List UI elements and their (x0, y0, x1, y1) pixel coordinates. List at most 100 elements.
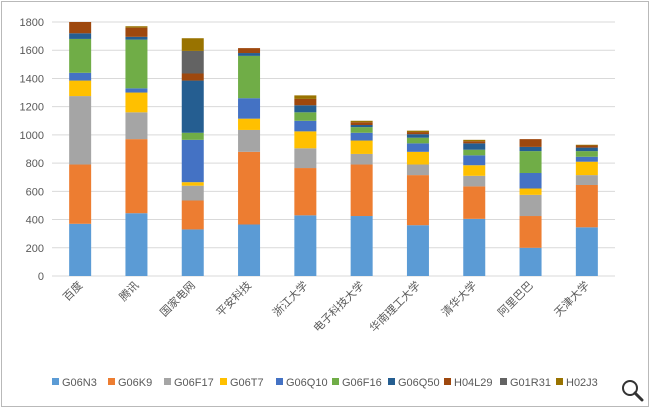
bar-segment-g06f17 (519, 194, 542, 217)
bar-segment-g06n3 (406, 225, 429, 276)
bar-segment-g06q10 (463, 155, 486, 166)
bar-segment-g06f16 (69, 38, 92, 73)
bar-segment-h02j3 (463, 139, 486, 142)
bar-segment-g06k9 (519, 216, 542, 248)
bar-segment-g06k9 (238, 151, 261, 225)
bar-segment-h02j3 (125, 26, 148, 28)
bar-segment-g06q10 (519, 172, 542, 189)
legend-item: H02J3 (566, 377, 598, 389)
y-tick-label: 400 (26, 215, 44, 227)
bar-segment-g06q10 (69, 72, 92, 81)
bar-segment-g06q50 (350, 125, 373, 128)
bar-segment-g06t7 (350, 140, 373, 154)
bar-segment-g06q50 (181, 80, 204, 133)
legend-item: G06T7 (230, 377, 264, 389)
y-tick-label: 0 (38, 271, 44, 283)
bar-segment-g06f17 (350, 153, 373, 165)
bar-segment-h04l29 (575, 145, 598, 148)
bar-segment-h04l29 (294, 98, 317, 106)
bar-segment-g06q10 (406, 143, 429, 152)
bar-segment-g06f17 (69, 96, 92, 165)
category-label: 电子科技大学 (310, 278, 367, 335)
legend-swatch (164, 378, 171, 385)
bar-segment-g06q10 (575, 156, 598, 162)
bar-segment-h04l29 (69, 22, 92, 34)
bar-segment-g06f17 (294, 148, 317, 169)
bar-segment-g06f17 (125, 112, 148, 140)
legend-item: G06Q50 (398, 377, 440, 389)
bar-segment-g06k9 (575, 184, 598, 228)
legend-item: G06K9 (118, 377, 152, 389)
category-label: 阿里巴巴 (495, 279, 535, 319)
bar-segment-g01r31 (181, 50, 204, 74)
y-tick-label: 1000 (20, 130, 44, 142)
bar-segment-g06f16 (406, 137, 429, 144)
magnifier-icon[interactable] (620, 378, 644, 402)
bar-segment-g06q50 (575, 147, 598, 152)
legend-swatch (556, 378, 563, 385)
bar-segment-g06f16 (125, 39, 148, 89)
bar-segment-g06t7 (463, 165, 486, 176)
bar-segment-g06f16 (350, 127, 373, 133)
category-label: 国家电网 (157, 278, 198, 319)
y-tick-label: 1200 (20, 102, 44, 114)
bar-segment-g06n3 (350, 216, 373, 276)
category-label: 百度 (60, 278, 85, 303)
bar-segment-g06n3 (294, 215, 317, 276)
legend-swatch (388, 378, 395, 385)
bar-segment-g06q10 (181, 139, 204, 183)
bar-segment-g06q10 (125, 88, 148, 93)
bar-segment-g06q10 (294, 120, 317, 132)
bar-segment-g06n3 (463, 218, 486, 276)
bar-segment-g06t7 (125, 92, 148, 113)
bar-segment-g06f16 (181, 132, 204, 140)
category-label: 腾讯 (116, 278, 141, 303)
bar-segment-h04l29 (125, 27, 148, 37)
bar-segment-h04l29 (181, 73, 204, 81)
bar-segment-h02j3 (406, 130, 429, 133)
bar-segment-g06f17 (575, 175, 598, 185)
bar-segment-g06t7 (406, 151, 429, 165)
bar-segment-h04l29 (519, 139, 542, 147)
bar-segment-g06q50 (519, 146, 542, 152)
legend-swatch (500, 378, 507, 385)
bar-segment-g06q50 (294, 105, 317, 113)
bar-segment-g06q10 (238, 98, 261, 119)
legend-item: G06F17 (174, 377, 214, 389)
bar-segment-h04l29 (350, 122, 373, 126)
bar-segment-h04l29 (463, 141, 486, 144)
bar-segment-g06f17 (463, 175, 486, 187)
bar-segment-g06q50 (69, 33, 92, 39)
bar-segment-h02j3 (181, 38, 204, 51)
category-label: 华南理工大学 (367, 278, 424, 335)
bar-segment-g06n3 (519, 247, 542, 276)
bar-segment-g06q50 (238, 53, 261, 56)
bar-segment-h02j3 (294, 95, 317, 99)
legend-swatch (220, 378, 227, 385)
bar-segment-g06n3 (69, 223, 92, 276)
y-tick-label: 200 (26, 243, 44, 255)
bar-segment-g06t7 (238, 118, 261, 130)
bar-segment-g06t7 (519, 188, 542, 195)
legend-item: G06F16 (342, 377, 382, 389)
bar-segment-g06t7 (575, 161, 598, 176)
bar-segment-g06t7 (181, 182, 204, 186)
bar-segment-g06q50 (463, 143, 486, 150)
bar-segment-g06k9 (181, 200, 204, 230)
y-tick-label: 1400 (20, 73, 44, 85)
bar-segment-h02j3 (350, 120, 373, 123)
y-tick-label: 1800 (20, 17, 44, 29)
legend-swatch (276, 378, 283, 385)
legend-swatch (444, 378, 451, 385)
bar-segment-g06k9 (125, 139, 148, 214)
bar-segment-g06n3 (125, 213, 148, 276)
legend-swatch (52, 378, 59, 385)
bar-segment-g06t7 (294, 131, 317, 149)
bar-segment-g06k9 (294, 168, 317, 216)
y-tick-label: 600 (26, 186, 44, 198)
bar-segment-g06k9 (463, 186, 486, 219)
bar-segment-g06k9 (350, 164, 373, 217)
bar-segment-g06k9 (406, 175, 429, 226)
bar-segment-g06k9 (69, 164, 92, 224)
